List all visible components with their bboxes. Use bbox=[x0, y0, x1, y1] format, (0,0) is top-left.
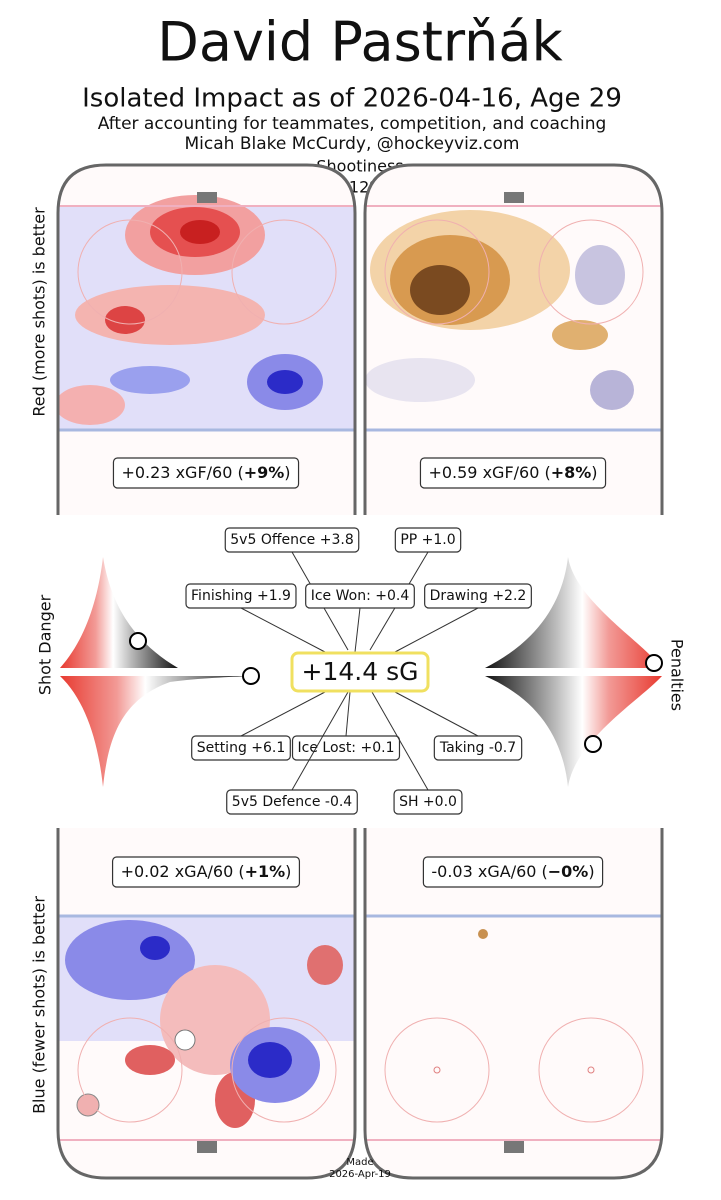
leader-line bbox=[394, 607, 479, 653]
stat-pct: +8% bbox=[551, 463, 592, 482]
component-box bbox=[185, 583, 297, 609]
stat-close: ) bbox=[591, 463, 597, 482]
side-label: Red (more shots) is better bbox=[30, 207, 49, 417]
stat-pct: +9% bbox=[244, 463, 285, 482]
stat-text: +0.23 xGF/60 (+9%) bbox=[121, 463, 290, 482]
stat-box bbox=[112, 457, 300, 489]
stat-text: +0.59 xGF/60 (+8%) bbox=[428, 463, 597, 482]
subtitle: Isolated Impact as of 2026-04-16, Age 29 bbox=[82, 84, 622, 114]
leader-line bbox=[345, 691, 351, 737]
footer-date: 2026-Apr-19 bbox=[329, 1169, 391, 1180]
stat-pct: +1% bbox=[245, 862, 286, 881]
component-label: PP +1.0 bbox=[400, 532, 455, 548]
center-box bbox=[290, 651, 430, 693]
leader-line bbox=[240, 607, 326, 653]
stat-box bbox=[419, 457, 607, 489]
stat-rate: -0.03 xGA/60 ( bbox=[431, 862, 547, 881]
stat-rate: +0.59 xGF/60 ( bbox=[428, 463, 550, 482]
title: David Pastrňák bbox=[157, 11, 563, 74]
rink-offence-left bbox=[56, 163, 357, 515]
stat-text: -0.03 xGA/60 (−0%) bbox=[431, 862, 594, 881]
shootiness-label: Shootiness bbox=[316, 157, 403, 176]
leader-line bbox=[354, 607, 361, 653]
leader-line bbox=[240, 691, 326, 737]
stat-pct: −0% bbox=[548, 862, 589, 881]
rink-offence-right bbox=[363, 163, 664, 515]
stat-text: +0.02 xGA/60 (+1%) bbox=[121, 862, 292, 881]
component-box bbox=[191, 735, 291, 761]
stat-close: ) bbox=[284, 463, 290, 482]
component-box bbox=[424, 583, 532, 609]
component-label: Taking -0.7 bbox=[439, 740, 516, 756]
leader-line bbox=[394, 691, 479, 737]
rink-defence-left bbox=[56, 828, 357, 1180]
component-label: Ice Lost: +0.1 bbox=[298, 740, 395, 756]
stat-box bbox=[422, 856, 604, 888]
component-label: 5v5 Defence -0.4 bbox=[232, 794, 353, 810]
stat-close: ) bbox=[588, 862, 594, 881]
footer-made: Made bbox=[346, 1157, 373, 1168]
component-label: 5v5 Offence +3.8 bbox=[230, 532, 353, 548]
rink-defence-right bbox=[363, 828, 664, 1180]
note: After accounting for teammates, competit… bbox=[98, 114, 607, 134]
shot-danger-distribution bbox=[60, 557, 260, 787]
credit: Micah Blake McCurdy, @hockeyviz.com bbox=[185, 134, 520, 154]
component-box bbox=[226, 789, 358, 815]
stat-rate: +0.23 xGF/60 ( bbox=[121, 463, 243, 482]
leader-line bbox=[371, 691, 429, 791]
component-box bbox=[305, 583, 415, 609]
side-label: Shot Danger bbox=[36, 594, 55, 695]
component-label: Ice Won: +0.4 bbox=[311, 588, 410, 604]
component-label: Drawing +2.2 bbox=[430, 588, 527, 604]
penalties-distribution bbox=[485, 557, 663, 787]
component-box bbox=[393, 789, 463, 815]
component-label: SH +0.0 bbox=[399, 794, 457, 810]
component-box bbox=[224, 527, 360, 553]
component-box bbox=[433, 735, 523, 761]
component-label: Finishing +1.9 bbox=[191, 588, 291, 604]
leader-line bbox=[291, 691, 349, 791]
component-label: Setting +6.1 bbox=[197, 740, 286, 756]
stat-close: ) bbox=[285, 862, 291, 881]
stat-box bbox=[111, 856, 301, 888]
side-label: Penalties bbox=[668, 639, 687, 711]
stat-rate: +0.02 xGA/60 ( bbox=[121, 862, 245, 881]
component-box bbox=[394, 527, 462, 553]
center-value: +14.4 sG bbox=[302, 657, 419, 686]
side-label: Blue (fewer shots) is better bbox=[30, 896, 49, 1114]
